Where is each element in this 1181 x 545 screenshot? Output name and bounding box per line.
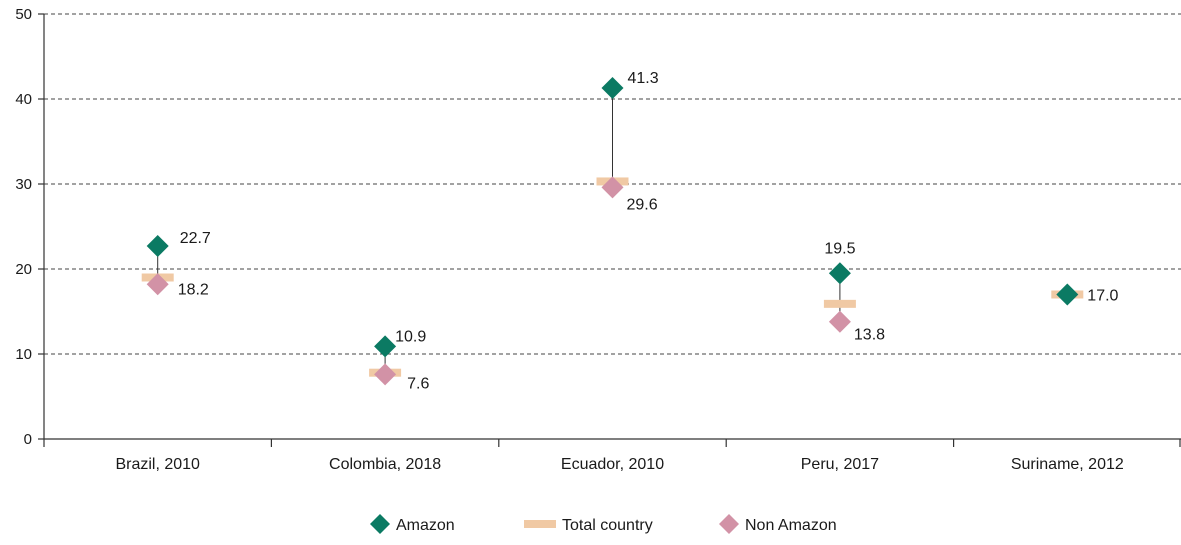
legend-amazon-swatch	[370, 514, 390, 534]
y-tick-label: 40	[15, 91, 32, 108]
non-amazon-data-label: 29.6	[627, 196, 658, 213]
non-amazon-point	[374, 363, 397, 386]
labels-layer: 22.7 10.9 41.3 19.5 17.0 18.2 7.6 29.6 13.8	[178, 70, 1119, 392]
amazon-data-label: 19.5	[824, 240, 855, 257]
non-amazon-point	[601, 176, 624, 199]
legend-non-amazon: Non Amazon	[719, 514, 837, 534]
amazon-data-label: 10.9	[395, 328, 426, 345]
axis-layer: 0 10 20 30 40 50 Brazil, 2010 Colombia, 2018 Ecu…	[15, 6, 1181, 473]
legend-amazon-label: Amazon	[396, 517, 455, 534]
x-category-label: Colombia, 2018	[329, 456, 441, 473]
non-amazon-point	[146, 273, 169, 296]
amazon-data-label: 41.3	[628, 70, 659, 87]
legend: Amazon Total country Non Amazon	[370, 514, 837, 534]
amazon-point	[146, 235, 169, 258]
non-amazon-data-label: 7.6	[407, 375, 429, 392]
non-amazon-data-label: 13.8	[854, 327, 885, 344]
y-tick-label: 30	[15, 176, 32, 193]
legend-total-country: Total country	[524, 517, 653, 534]
x-category-label: Brazil, 2010	[115, 456, 200, 473]
non-amazon-point	[828, 310, 851, 333]
amazon-point	[601, 76, 624, 99]
amazon-point	[374, 335, 397, 358]
amazon-point	[828, 262, 851, 285]
x-category-label: Suriname, 2012	[1011, 456, 1124, 473]
amazon-data-label: 22.7	[180, 230, 211, 247]
legend-non-amazon-swatch	[719, 514, 739, 534]
non-amazon-data-label: 18.2	[178, 281, 209, 298]
total-country-dash	[823, 299, 856, 308]
legend-total-country-swatch	[524, 520, 556, 528]
legend-amazon: Amazon	[370, 514, 455, 534]
y-tick-label: 10	[15, 346, 32, 363]
legend-non-amazon-label: Non Amazon	[745, 517, 837, 534]
y-tick-label: 50	[15, 6, 32, 23]
amazon-data-label: 17.0	[1087, 288, 1118, 305]
x-category-label: Ecuador, 2010	[561, 456, 664, 473]
amazon-point	[1056, 283, 1079, 306]
marks-layer	[141, 76, 1084, 386]
legend-total-country-label: Total country	[562, 517, 653, 534]
y-tick-label: 0	[24, 431, 32, 448]
y-tick-label: 20	[15, 261, 32, 278]
x-category-label: Peru, 2017	[801, 456, 879, 473]
